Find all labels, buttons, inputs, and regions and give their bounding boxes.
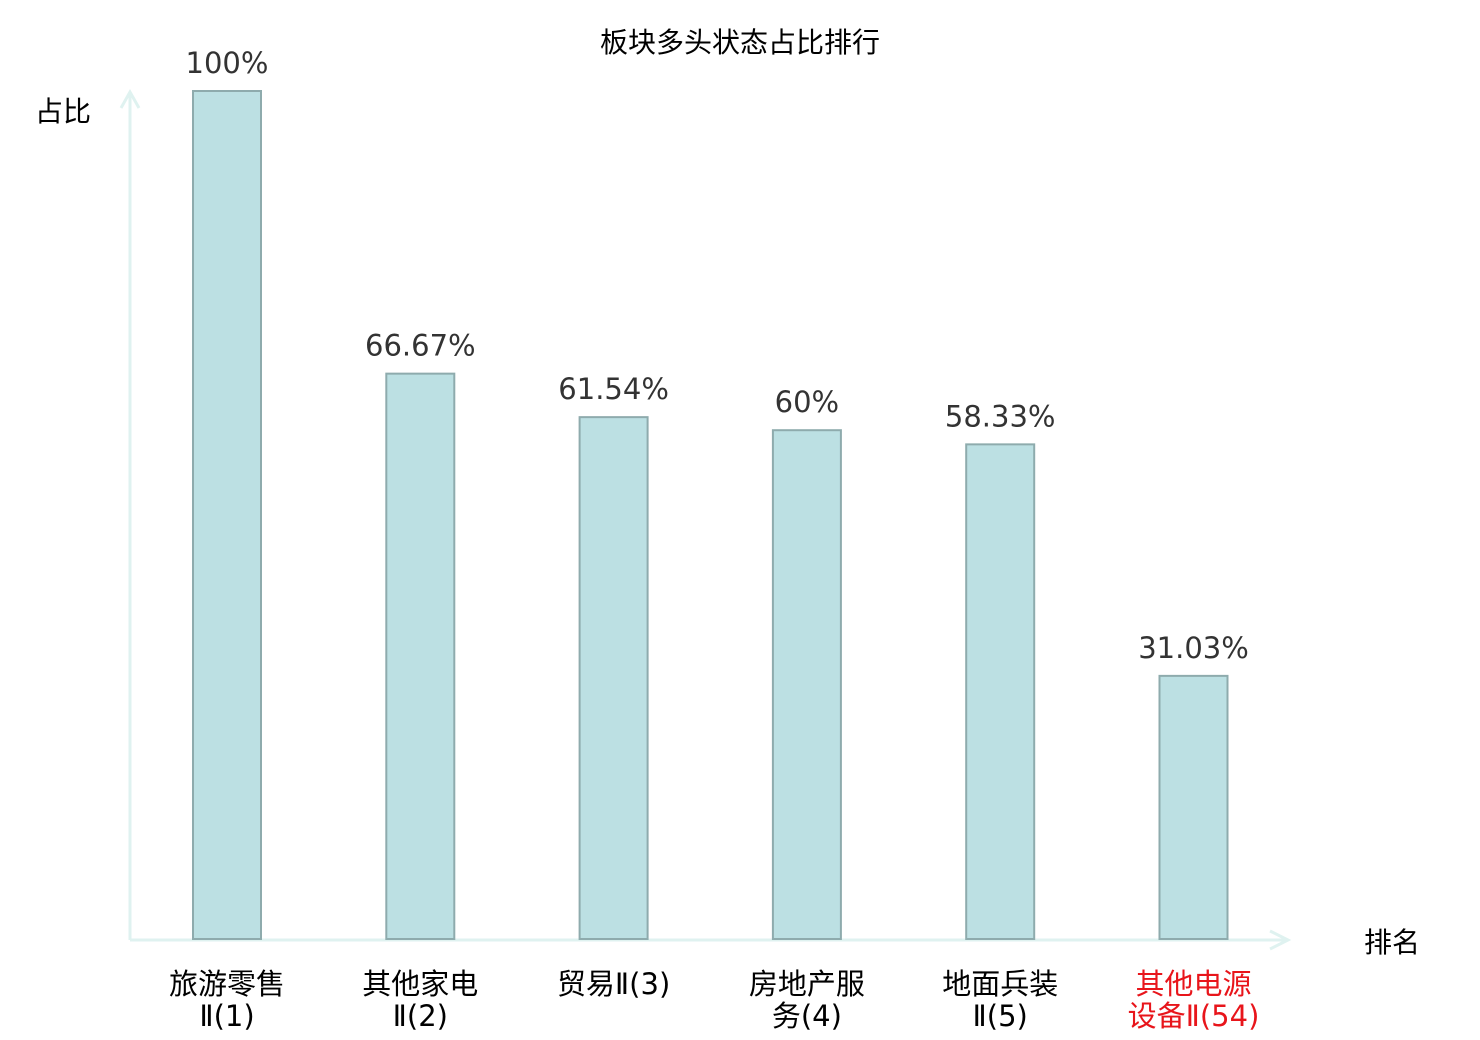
- y-axis-arrow-icon: [119, 88, 141, 109]
- x-axis-arrow-icon: [1269, 929, 1292, 951]
- y-axis-label: 占比: [35, 95, 91, 128]
- bar: [192, 90, 262, 940]
- x-tick-label: 贸易Ⅱ(3): [557, 967, 670, 1001]
- bars: 100% 旅游零售 Ⅱ(1) 66.67% 其他家电 Ⅱ(2) 61.54% 贸易Ⅱ(3) 60…: [169, 46, 1259, 1033]
- chart-title: 板块多头状态占比排行: [600, 26, 880, 59]
- x-tick-label: 地面兵装 Ⅱ(5): [942, 967, 1058, 1033]
- x-axis-label: 排名: [1364, 926, 1420, 959]
- x-tick-label: 其他家电 Ⅱ(2): [362, 967, 478, 1033]
- data-label: 66.67%: [365, 329, 476, 363]
- bar: [385, 372, 456, 940]
- x-tick-label: 房地产服务(4): [749, 967, 865, 1033]
- data-label: 100%: [186, 46, 269, 80]
- bar: [1158, 674, 1229, 940]
- bar: [965, 443, 1036, 940]
- bar: [771, 429, 842, 940]
- x-tick-label: 旅游零售 Ⅱ(1): [169, 967, 285, 1033]
- axes: [119, 88, 1292, 951]
- x-tick-label: 其他电源设备Ⅱ(54): [1128, 967, 1260, 1033]
- data-label: 31.03%: [1138, 631, 1249, 665]
- data-label: 58.33%: [945, 399, 1056, 433]
- bar: [578, 416, 649, 940]
- data-label: 60%: [775, 385, 839, 419]
- data-label: 61.54%: [558, 372, 669, 406]
